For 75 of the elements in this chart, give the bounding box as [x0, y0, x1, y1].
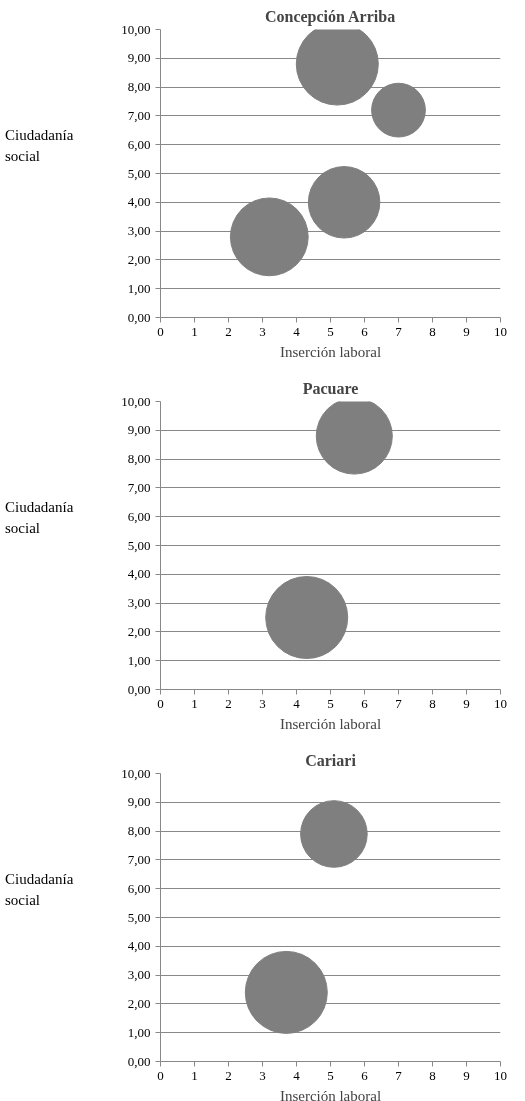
x-tick-label: 6 [361, 1067, 369, 1083]
y-tick-label: 2,00 [127, 995, 151, 1011]
x-tick-label: 7 [395, 695, 403, 711]
x-tick-label: 4 [293, 1067, 301, 1083]
y-tick-label: 9,00 [127, 422, 151, 438]
y-tick-label: 8,00 [127, 823, 151, 839]
y-tick-label: 7,00 [127, 107, 151, 123]
y-tick-label: 3,00 [127, 595, 151, 611]
y-tick-label: 4,00 [127, 938, 151, 954]
x-tick-label: 0 [157, 323, 164, 339]
y-tick-label: 0,00 [127, 1053, 151, 1069]
x-tick-label: 3 [259, 323, 266, 339]
y-tick-label: 7,00 [127, 851, 151, 867]
y-axis-title: Ciudadanía social [5, 870, 75, 911]
x-axis-title: Inserción laboral [279, 343, 382, 360]
chart-title: Concepción Arriba [264, 7, 396, 26]
y-tick-label: 10,00 [121, 21, 151, 37]
y-tick-label: 3,00 [127, 967, 151, 983]
chart-title: Cariari [305, 751, 357, 769]
x-tick-label: 7 [395, 1067, 403, 1083]
y-tick-label: 3,00 [127, 223, 151, 239]
x-tick-label: 3 [259, 695, 266, 711]
x-tick-label: 10 [494, 1067, 507, 1083]
y-tick-label: 1,00 [127, 652, 151, 668]
x-axis-title: Inserción laboral [279, 1087, 382, 1101]
y-tick-label: 6,00 [127, 880, 151, 896]
y-tick-label: 9,00 [127, 50, 151, 66]
y-tick-label: 10,00 [121, 765, 151, 781]
chart-title: Pacuare [302, 379, 359, 397]
x-tick-label: 9 [463, 1067, 470, 1083]
x-tick-label: 10 [494, 323, 507, 339]
y-tick-label: 8,00 [127, 79, 151, 95]
x-tick-label: 2 [225, 323, 232, 339]
y-tick-label: 2,00 [127, 251, 151, 267]
y-tick-label: 2,00 [127, 623, 151, 639]
y-tick-label: 4,00 [127, 566, 151, 582]
x-tick-label: 5 [327, 1067, 334, 1083]
x-tick-label: 1 [191, 1067, 198, 1083]
x-axis-title: Inserción laboral [279, 715, 382, 732]
x-tick-label: 9 [463, 695, 470, 711]
y-tick-label: 6,00 [127, 136, 151, 152]
x-tick-label: 5 [327, 695, 334, 711]
y-tick-label: 9,00 [127, 794, 151, 810]
y-tick-label: 4,00 [127, 194, 151, 210]
y-axis-title: Ciudadanía social [5, 498, 75, 539]
y-tick-label: 0,00 [127, 681, 151, 697]
y-tick-label: 5,00 [127, 165, 151, 181]
x-tick-label: 6 [361, 323, 369, 339]
x-tick-label: 8 [429, 695, 436, 711]
x-tick-label: 2 [225, 695, 232, 711]
x-tick-label: 3 [259, 1067, 266, 1083]
x-tick-label: 0 [157, 695, 164, 711]
x-tick-label: 5 [327, 323, 334, 339]
x-tick-label: 7 [395, 323, 403, 339]
y-tick-label: 10,00 [121, 393, 151, 409]
x-tick-label: 1 [191, 323, 198, 339]
y-tick-label: 1,00 [127, 280, 151, 296]
y-tick-label: 8,00 [127, 451, 151, 467]
x-tick-label: 2 [225, 1067, 232, 1083]
y-tick-label: 7,00 [127, 479, 151, 495]
x-tick-label: 8 [429, 323, 436, 339]
y-tick-label: 1,00 [127, 1024, 151, 1040]
y-axis-title: Ciudadanía social [5, 126, 75, 167]
x-tick-label: 4 [293, 695, 301, 711]
x-tick-label: 8 [429, 1067, 436, 1083]
x-tick-label: 4 [293, 323, 301, 339]
x-tick-label: 1 [191, 695, 198, 711]
x-tick-label: 6 [361, 695, 369, 711]
y-tick-label: 5,00 [127, 537, 151, 553]
y-tick-label: 5,00 [127, 909, 151, 925]
x-tick-label: 0 [157, 1067, 164, 1083]
x-tick-label: 10 [494, 695, 507, 711]
y-tick-label: 0,00 [127, 309, 151, 325]
x-tick-label: 9 [463, 323, 470, 339]
y-tick-label: 6,00 [127, 508, 151, 524]
